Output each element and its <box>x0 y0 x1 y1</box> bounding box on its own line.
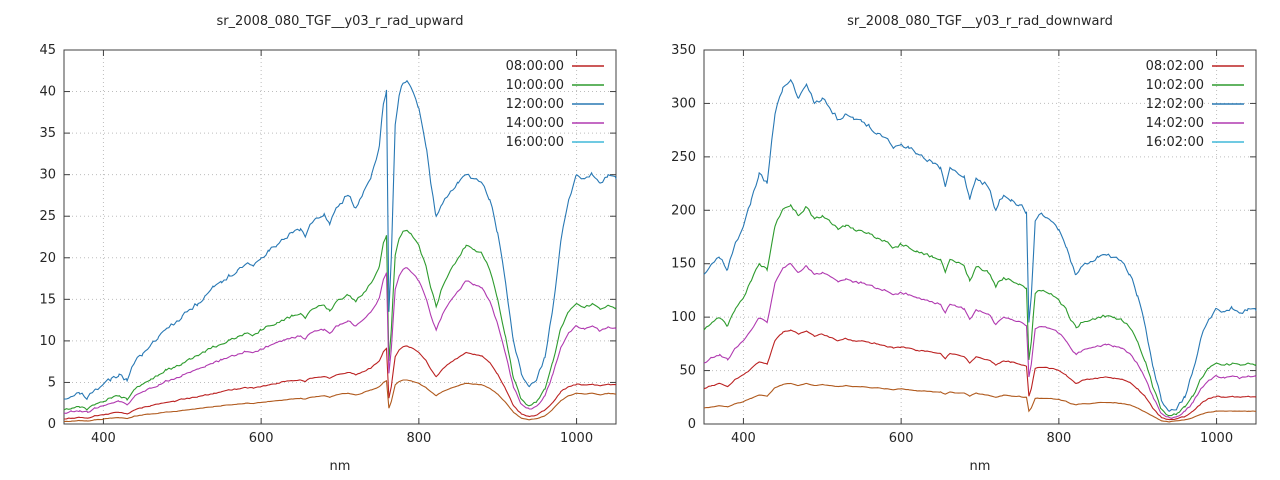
series-line-08:00:00 <box>63 345 617 420</box>
series-line-14:00:00 <box>63 267 617 414</box>
chart-panel-downward: sr_2008_080_TGF__y03_r_rad_downward 400 6… <box>640 0 1280 480</box>
y-tick-label: 10 <box>39 334 56 349</box>
x-tick-label: 800 <box>1046 431 1071 446</box>
y-tick-label: 300 <box>671 96 696 111</box>
chart-canvas-downward: 400 600 800 1000 0 50 100 150 200 250 300 350 08:02:… <box>671 43 1257 446</box>
y-tick-label: 45 <box>39 43 56 58</box>
y-tick-label: 40 <box>39 85 56 100</box>
legend-label: 08:00:00 <box>506 59 564 74</box>
y-tick-label: 15 <box>39 292 56 307</box>
chart-title-downward: sr_2008_080_TGF__y03_r_rad_downward <box>847 14 1113 29</box>
legend-label: 08:02:00 <box>1146 59 1204 74</box>
x-tick-label: 400 <box>91 431 116 446</box>
y-tick-label: 150 <box>671 257 696 272</box>
series-line-16:00:00 <box>63 379 616 423</box>
x-tick-label: 600 <box>889 431 914 446</box>
y-tick-label: 0 <box>48 417 56 432</box>
legend-label: 14:00:00 <box>506 116 564 131</box>
series-line-12:02:00 <box>703 78 1257 412</box>
legend-label: 16:02:00 <box>1146 135 1204 150</box>
chart-canvas-upward: 400 600 800 1000 0 5 10 15 20 25 30 35 40 45 08:00:00 1… <box>39 43 617 446</box>
legend-label: 14:02:00 <box>1146 116 1204 131</box>
y-tick-label: 250 <box>671 150 696 165</box>
legend-label: 10:00:00 <box>506 78 564 93</box>
series-line-08:02:00 <box>703 329 1257 421</box>
chart-panel-upward: sr_2008_080_TGF__y03_r_rad_upward 400 600… <box>39 14 617 474</box>
series-line-14:02:00 <box>703 262 1257 419</box>
series-line-12:00:00 <box>63 79 617 401</box>
y-tick-label: 5 <box>48 375 56 390</box>
plot-border <box>63 49 617 425</box>
x-tick-label: 600 <box>249 431 274 446</box>
x-tick-label: 1000 <box>560 431 593 446</box>
chart-title-upward: sr_2008_080_TGF__y03_r_rad_upward <box>216 14 464 29</box>
y-tick-label: 0 <box>688 417 696 432</box>
legend-label: 12:02:00 <box>1146 97 1204 112</box>
y-tick-label: 25 <box>39 209 56 224</box>
y-tick-label: 30 <box>39 168 56 183</box>
legend-label: 16:00:00 <box>506 135 564 150</box>
series-line-16:02:00 <box>703 382 1257 423</box>
legend-label: 12:00:00 <box>506 97 564 112</box>
y-tick-label: 50 <box>679 364 696 379</box>
y-tick-label: 350 <box>671 43 696 58</box>
y-tick-label: 100 <box>671 310 696 325</box>
y-tick-label: 35 <box>39 126 56 141</box>
x-axis-label-upward: nm <box>329 459 351 474</box>
legend-label: 10:02:00 <box>1146 78 1204 93</box>
x-tick-label: 800 <box>406 431 431 446</box>
x-axis-label-downward: nm <box>969 459 991 474</box>
series-line-10:02:00 <box>703 203 1257 417</box>
y-tick-label: 20 <box>39 251 56 266</box>
x-tick-label: 400 <box>731 431 756 446</box>
series-line-10:00:00 <box>63 229 617 411</box>
x-tick-label: 1000 <box>1200 431 1233 446</box>
plot-border <box>703 49 1257 425</box>
y-tick-label: 200 <box>671 203 696 218</box>
